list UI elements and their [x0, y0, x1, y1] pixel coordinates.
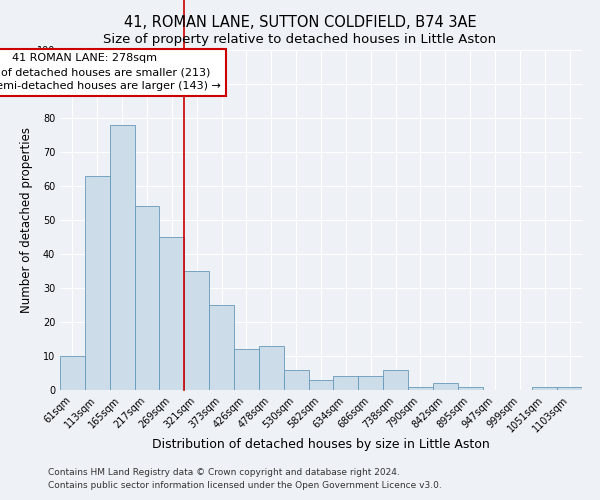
Bar — [209, 305, 234, 390]
Bar — [259, 346, 284, 390]
Bar — [60, 356, 85, 390]
Bar — [458, 386, 482, 390]
Bar — [234, 349, 259, 390]
Bar — [557, 386, 582, 390]
Bar — [284, 370, 308, 390]
Bar — [408, 386, 433, 390]
Text: Contains HM Land Registry data © Crown copyright and database right 2024.
Contai: Contains HM Land Registry data © Crown c… — [48, 468, 442, 489]
Text: 41, ROMAN LANE, SUTTON COLDFIELD, B74 3AE: 41, ROMAN LANE, SUTTON COLDFIELD, B74 3A… — [124, 15, 476, 30]
Bar — [110, 125, 134, 390]
Bar — [134, 206, 160, 390]
Bar — [308, 380, 334, 390]
Bar — [160, 237, 184, 390]
Bar — [433, 383, 458, 390]
X-axis label: Distribution of detached houses by size in Little Aston: Distribution of detached houses by size … — [152, 438, 490, 451]
Bar — [532, 386, 557, 390]
Bar — [85, 176, 110, 390]
Text: 41 ROMAN LANE: 278sqm
← 60% of detached houses are smaller (213)
40% of semi-det: 41 ROMAN LANE: 278sqm ← 60% of detached … — [0, 54, 221, 92]
Text: Size of property relative to detached houses in Little Aston: Size of property relative to detached ho… — [103, 32, 497, 46]
Y-axis label: Number of detached properties: Number of detached properties — [20, 127, 32, 313]
Bar — [358, 376, 383, 390]
Bar — [184, 271, 209, 390]
Bar — [334, 376, 358, 390]
Bar — [383, 370, 408, 390]
